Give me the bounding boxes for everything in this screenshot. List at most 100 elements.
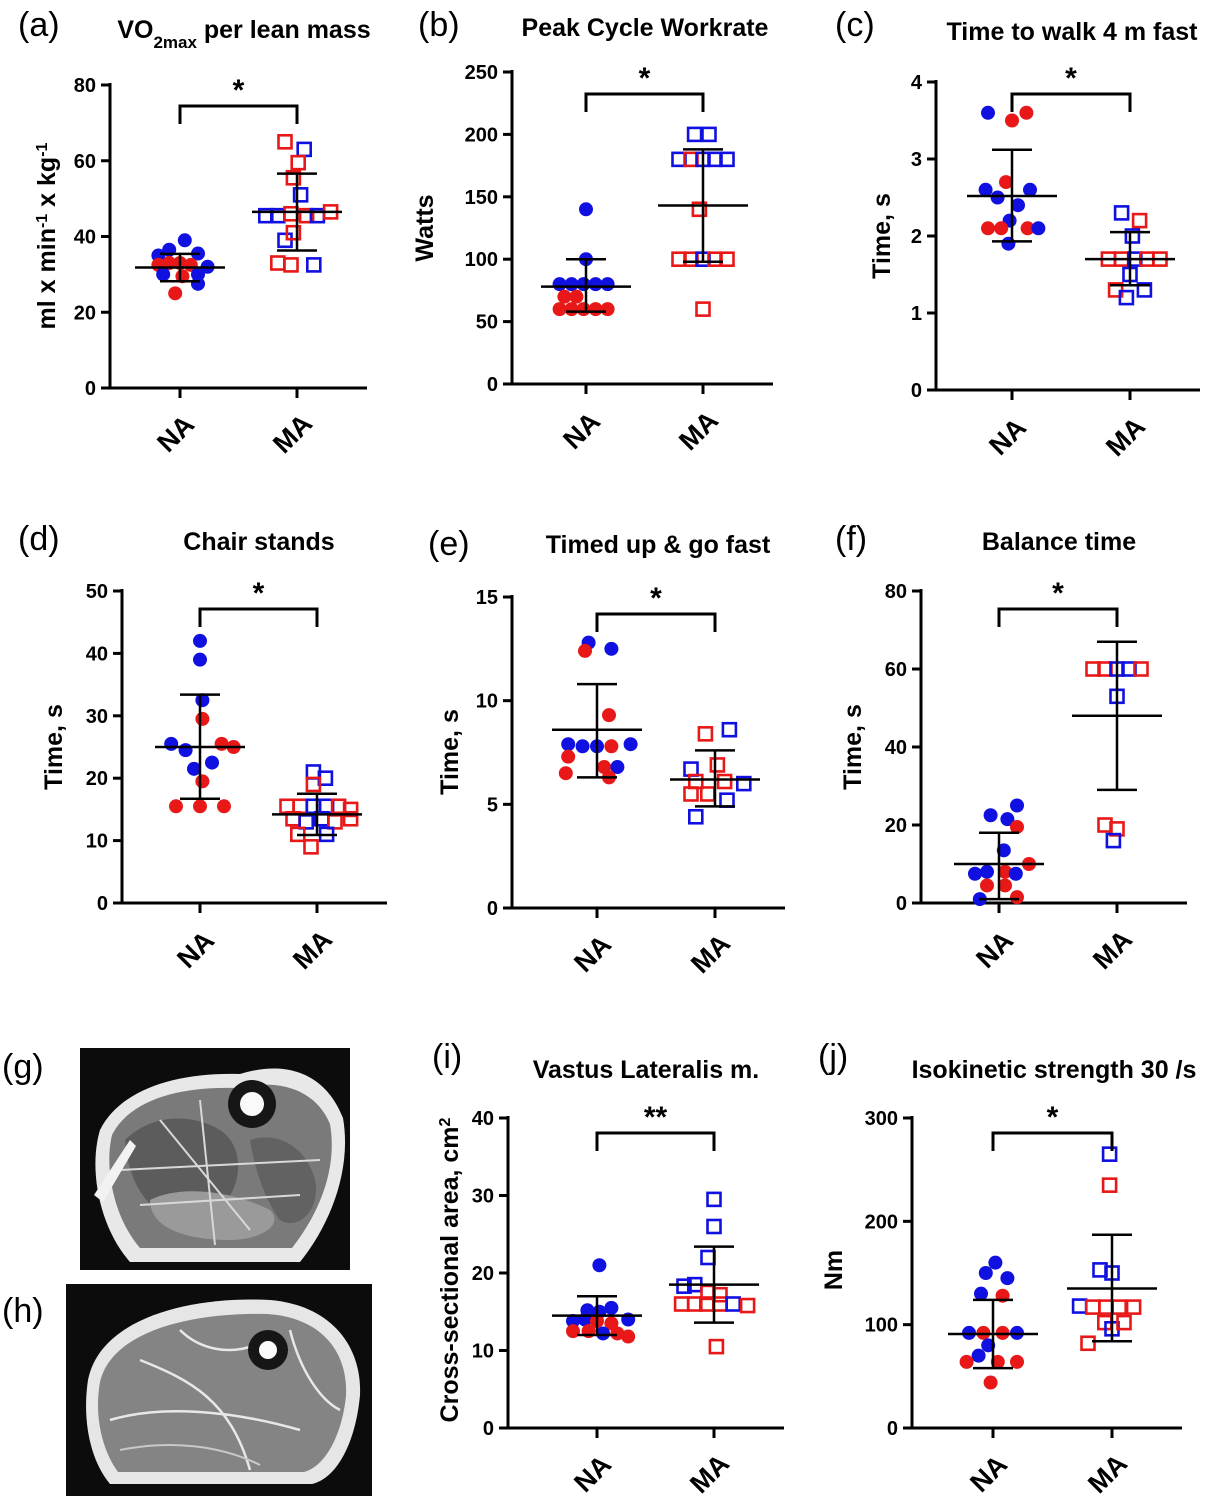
data-point <box>719 251 735 267</box>
y-tick-label: 10 <box>86 831 108 853</box>
chart-panel-d: (d) Chair stands Time, s 0 10 20 30 40 50 NA MA * <box>18 520 387 975</box>
y-tick-label: 10 <box>476 691 498 713</box>
chart-title-part: Vastus Lateralis m. <box>533 1056 760 1084</box>
data-point <box>327 814 343 830</box>
chart-panel-j: (j) Isokinetic strength 30 /s Nm 0 100 200 300… <box>818 1038 1196 1499</box>
significance-bracket <box>178 104 299 124</box>
data-point <box>719 792 735 808</box>
x-category-label: NA <box>171 925 220 974</box>
panel-label-h: (h) <box>2 1292 44 1330</box>
y-tick-label: 1 <box>911 303 922 325</box>
data-point <box>195 711 210 726</box>
y-tick-label: 100 <box>865 1315 898 1337</box>
data-point <box>305 776 322 793</box>
data-point <box>683 761 699 777</box>
data-point <box>298 814 315 830</box>
data-point <box>292 187 309 203</box>
data-point <box>566 1314 580 1329</box>
panel-label: (f) <box>835 520 867 558</box>
y-tick-label: 60 <box>74 151 96 173</box>
y-axis-label-part: Cross-sectional area, cm <box>436 1126 464 1422</box>
data-point <box>569 289 584 304</box>
y-axis-label-part: -1 <box>34 214 51 228</box>
y-tick-label: 0 <box>97 893 108 915</box>
data-point <box>596 1326 610 1341</box>
panel-label: (i) <box>432 1038 462 1076</box>
panel-label: (d) <box>18 520 60 558</box>
y-axis-label-part: Time, s <box>868 193 896 279</box>
chart-title-part: Time to walk 4 m fast <box>946 18 1198 46</box>
data-point <box>1010 1354 1024 1369</box>
data-point <box>1113 205 1130 221</box>
data-point <box>561 737 576 752</box>
panel-label-g: (g) <box>2 1048 44 1086</box>
data-point <box>719 151 735 168</box>
data-point <box>561 749 576 764</box>
y-tick-label: 50 <box>476 312 498 334</box>
data-point <box>699 786 716 802</box>
data-point <box>298 207 315 224</box>
data-point <box>739 1297 756 1314</box>
data-point <box>579 202 593 217</box>
x-category-label: NA <box>970 925 1019 974</box>
data-point <box>683 786 699 802</box>
panel-label: (a) <box>18 6 60 44</box>
data-point <box>623 737 638 752</box>
y-tick-label: 2 <box>911 226 922 248</box>
chart-panel-e: (e) Timed up & go fast Time, s 0 5 10 15 NA MA * <box>428 525 785 979</box>
chart-title: Timed up & go fast <box>546 531 771 559</box>
significance-marker: * <box>1052 577 1064 610</box>
y-tick-label: 50 <box>86 581 108 603</box>
data-point <box>1085 1299 1101 1315</box>
y-tick-label: 0 <box>911 380 922 402</box>
data-point <box>592 1258 607 1273</box>
data-point <box>290 154 307 171</box>
panel-label: (b) <box>418 6 460 44</box>
data-point <box>1136 282 1153 298</box>
x-category-label: MA <box>685 928 736 979</box>
data-point <box>292 798 309 815</box>
data-point <box>1000 1271 1015 1286</box>
chart-panel-b: (b) Peak Cycle Workrate Watts 0 50 100 150 200 2… <box>411 6 773 456</box>
data-point <box>1000 812 1015 827</box>
data-point <box>1124 228 1141 244</box>
data-point <box>974 1286 988 1301</box>
y-axis-label: Cross-sectional area, cm2 <box>436 1117 464 1422</box>
data-point <box>996 843 1011 858</box>
data-point <box>588 277 603 292</box>
data-point <box>673 1296 690 1312</box>
data-point <box>687 808 704 825</box>
data-point <box>604 739 619 754</box>
thigh-mri-image <box>66 1284 372 1496</box>
data-point <box>999 175 1013 190</box>
data-point <box>576 277 591 292</box>
data-point <box>156 267 171 282</box>
mri-panel-h: (h) <box>2 1284 372 1496</box>
data-point <box>1011 198 1025 213</box>
data-point <box>1071 1298 1088 1314</box>
data-point <box>701 126 717 143</box>
panel-label: (j) <box>818 1038 848 1076</box>
significance-marker: ** <box>644 1101 668 1134</box>
x-category-label: NA <box>568 1449 617 1498</box>
data-point <box>1019 105 1034 120</box>
significance-bracket <box>595 612 717 632</box>
data-point <box>1010 819 1024 834</box>
significance-bracket <box>584 92 705 112</box>
y-axis-label-part: x kg <box>33 157 61 214</box>
y-tick-label: 80 <box>74 75 96 97</box>
data-point <box>686 126 703 143</box>
data-point <box>1109 821 1125 837</box>
significance-marker: * <box>639 62 651 95</box>
data-point <box>217 799 231 814</box>
y-tick-label: 10 <box>472 1341 494 1363</box>
data-point <box>576 302 591 317</box>
data-point <box>604 641 619 656</box>
y-tick-label: 250 <box>465 62 498 84</box>
x-category-label: MA <box>1082 1448 1133 1499</box>
data-point <box>709 757 726 773</box>
panel-label: (c) <box>835 6 875 44</box>
x-category-label: MA <box>684 1448 735 1499</box>
data-point <box>1101 1146 1118 1162</box>
data-point <box>735 775 752 792</box>
